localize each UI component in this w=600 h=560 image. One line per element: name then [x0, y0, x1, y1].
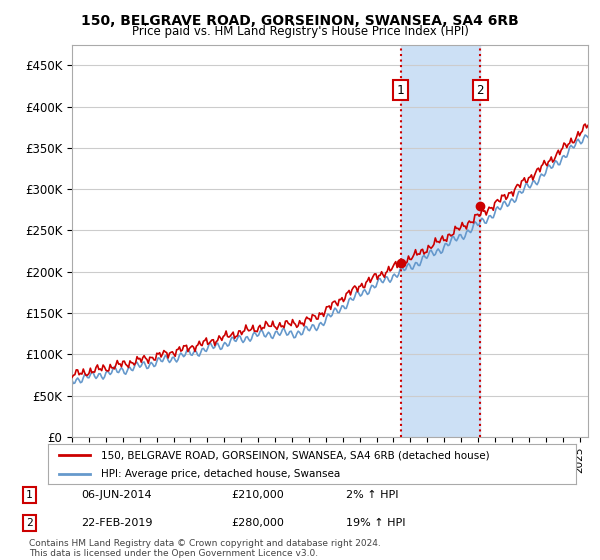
Text: 06-JUN-2014: 06-JUN-2014 [81, 490, 152, 500]
Text: 1: 1 [397, 83, 404, 97]
Text: 2: 2 [26, 518, 32, 528]
Text: 2: 2 [476, 83, 484, 97]
Text: Contains HM Land Registry data © Crown copyright and database right 2024.
This d: Contains HM Land Registry data © Crown c… [29, 539, 381, 558]
Text: 1: 1 [26, 490, 32, 500]
Bar [401, 45, 480, 437]
Text: 150, BELGRAVE ROAD, GORSEINON, SWANSEA, SA4 6RB: 150, BELGRAVE ROAD, GORSEINON, SWANSEA, … [81, 14, 519, 28]
Text: 19% ↑ HPI: 19% ↑ HPI [346, 518, 406, 528]
Text: 22-FEB-2019: 22-FEB-2019 [81, 518, 152, 528]
Text: £280,000: £280,000 [231, 518, 284, 528]
Text: HPI: Average price, detached house, Swansea: HPI: Average price, detached house, Swan… [101, 469, 340, 479]
Text: 150, BELGRAVE ROAD, GORSEINON, SWANSEA, SA4 6RB (detached house): 150, BELGRAVE ROAD, GORSEINON, SWANSEA, … [101, 450, 490, 460]
Text: Price paid vs. HM Land Registry's House Price Index (HPI): Price paid vs. HM Land Registry's House … [131, 25, 469, 38]
Text: 2% ↑ HPI: 2% ↑ HPI [346, 490, 398, 500]
Text: £210,000: £210,000 [231, 490, 284, 500]
